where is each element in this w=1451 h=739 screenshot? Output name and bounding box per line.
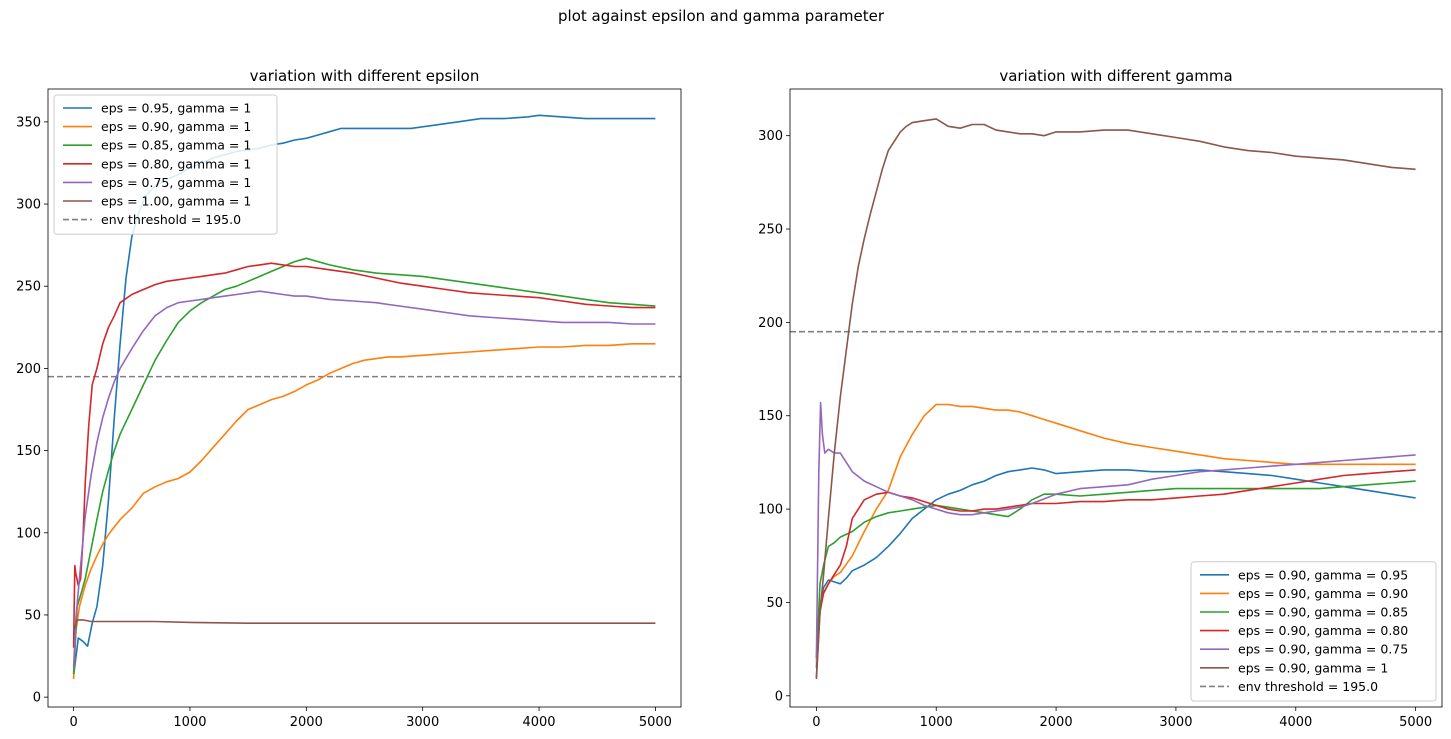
x-tick-label: 1000 bbox=[920, 715, 953, 730]
legend-label: eps = 0.90, gamma = 0.80 bbox=[1238, 623, 1408, 638]
figure-suptitle: plot against epsilon and gamma parameter bbox=[558, 7, 885, 25]
legend-box bbox=[53, 94, 278, 235]
series-line bbox=[72, 262, 656, 648]
legend-label: eps = 1.00, gamma = 1 bbox=[101, 194, 251, 209]
x-tick-label: 5000 bbox=[1399, 715, 1432, 730]
series-line bbox=[72, 290, 656, 668]
y-tick-label: 250 bbox=[758, 223, 783, 238]
panel-title: variation with different gamma bbox=[999, 67, 1232, 85]
x-tick-label: 4000 bbox=[522, 715, 555, 730]
series-line bbox=[815, 401, 1416, 659]
axes-frame bbox=[47, 88, 682, 708]
x-tick-label: 3000 bbox=[1159, 715, 1192, 730]
y-tick-label: 150 bbox=[16, 444, 41, 459]
x-tick-label: 0 bbox=[69, 715, 77, 730]
y-tick-label: 100 bbox=[16, 526, 41, 541]
y-tick-label: 0 bbox=[33, 691, 41, 706]
legend-label: eps = 0.85, gamma = 1 bbox=[101, 138, 251, 153]
series-line bbox=[815, 403, 1416, 663]
series-line bbox=[815, 469, 1416, 678]
y-tick-label: 300 bbox=[16, 198, 41, 213]
y-tick-label: 100 bbox=[758, 503, 783, 518]
x-tick-label: 1000 bbox=[173, 715, 206, 730]
legend: eps = 0.95, gamma = 1 eps = 0.90, gamma =… bbox=[53, 94, 278, 235]
y-tick-label: 0 bbox=[775, 689, 783, 704]
x-tick-label: 3000 bbox=[406, 715, 439, 730]
legend-label: eps = 0.90, gamma = 1 bbox=[101, 119, 251, 134]
legend-label: eps = 0.90, gamma = 0.85 bbox=[1238, 605, 1408, 620]
x-tick-label: 5000 bbox=[639, 715, 672, 730]
x-tick-label: 2000 bbox=[1040, 715, 1073, 730]
y-tick-label: 150 bbox=[758, 409, 783, 424]
panel-title: variation with different epsilon bbox=[250, 67, 480, 85]
legend: eps = 0.90, gamma = 0.95 eps = 0.90, gamm… bbox=[1190, 561, 1437, 702]
legend-label: env threshold = 195.0 bbox=[1238, 679, 1378, 694]
series-line bbox=[72, 619, 656, 632]
legend-label: eps = 0.95, gamma = 1 bbox=[101, 101, 251, 116]
y-tick-label: 300 bbox=[758, 129, 783, 144]
legend-label: eps = 0.80, gamma = 1 bbox=[101, 156, 251, 171]
legend-label: env threshold = 195.0 bbox=[101, 212, 241, 227]
y-tick-label: 50 bbox=[24, 608, 41, 623]
series-line bbox=[815, 467, 1416, 668]
axes-frame bbox=[789, 88, 1443, 708]
y-tick-label: 200 bbox=[758, 316, 783, 331]
y-tick-label: 250 bbox=[16, 280, 41, 295]
legend-label: eps = 0.90, gamma = 0.90 bbox=[1238, 586, 1408, 601]
y-tick-label: 200 bbox=[16, 362, 41, 377]
plot-area bbox=[790, 118, 1442, 680]
legend-box bbox=[1190, 561, 1437, 702]
x-tick-label: 0 bbox=[812, 715, 820, 730]
series-line bbox=[72, 342, 656, 680]
legend-label: eps = 0.90, gamma = 0.95 bbox=[1238, 567, 1408, 582]
y-tick-label: 350 bbox=[16, 115, 41, 130]
plot-area bbox=[48, 114, 681, 680]
legend-label: eps = 0.75, gamma = 1 bbox=[101, 175, 251, 190]
x-tick-label: 2000 bbox=[290, 715, 323, 730]
y-tick-label: 50 bbox=[766, 596, 783, 611]
x-tick-label: 4000 bbox=[1279, 715, 1312, 730]
legend-label: eps = 0.90, gamma = 0.75 bbox=[1238, 642, 1408, 657]
series-line bbox=[72, 257, 656, 675]
legend-label: eps = 0.90, gamma = 1 bbox=[1238, 660, 1388, 675]
series-line bbox=[815, 118, 1416, 680]
